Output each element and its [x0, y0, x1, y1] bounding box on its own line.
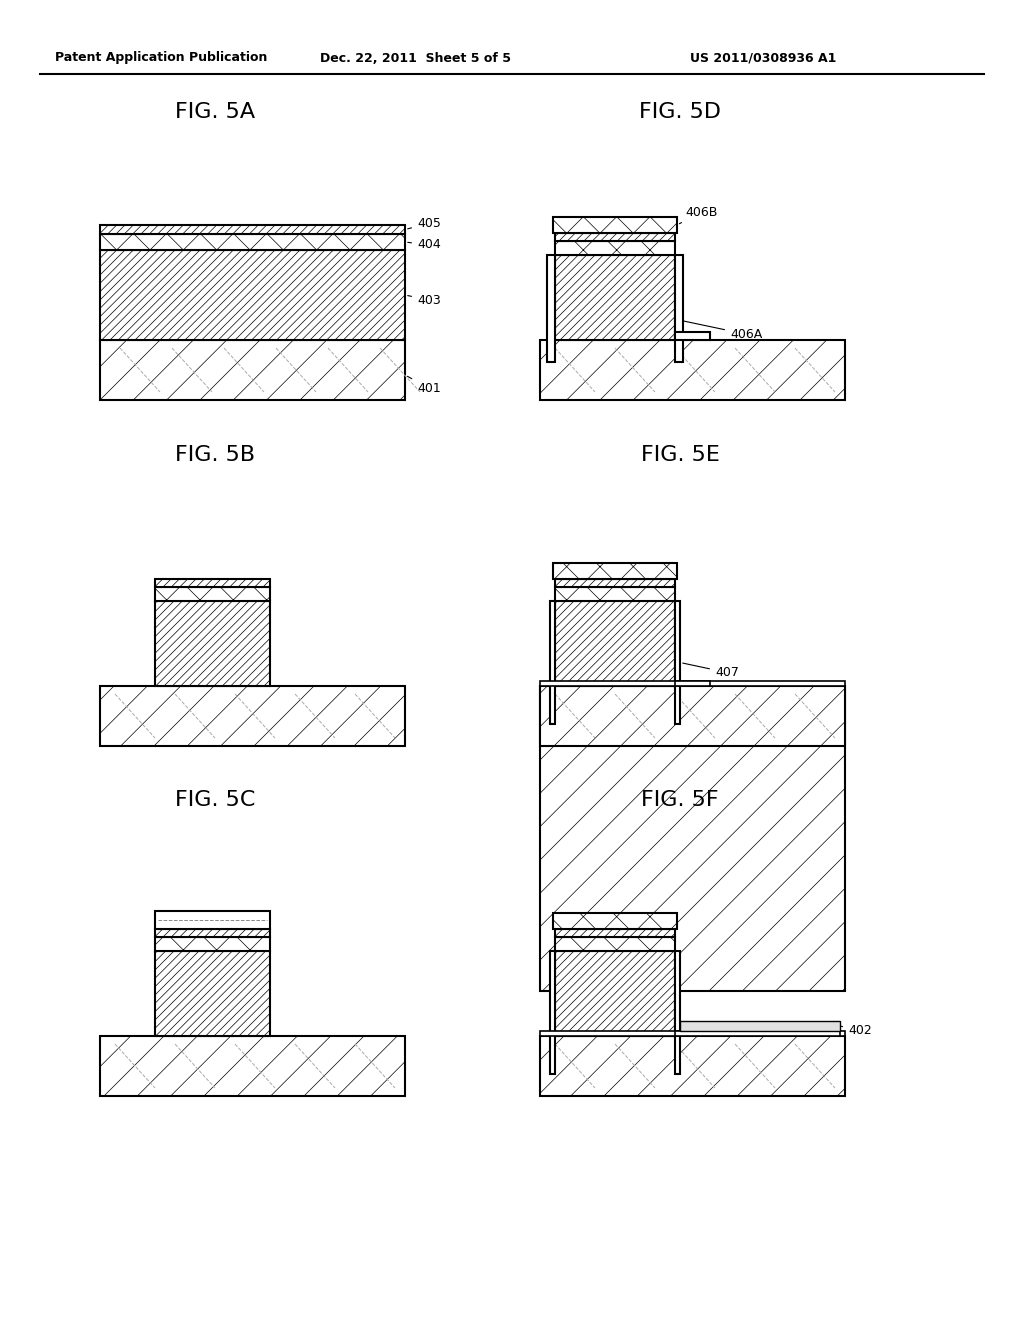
Text: FIG. 5F: FIG. 5F	[641, 789, 719, 810]
Bar	[155, 579, 270, 587]
Bar	[555, 579, 675, 587]
Text: Patent Application Publication: Patent Application Publication	[55, 51, 267, 65]
Bar	[100, 341, 406, 400]
Bar	[553, 216, 677, 234]
Bar	[555, 255, 675, 341]
Text: 404: 404	[408, 239, 440, 252]
Bar	[100, 224, 406, 234]
Text: Dec. 22, 2011  Sheet 5 of 5: Dec. 22, 2011 Sheet 5 of 5	[319, 51, 511, 65]
Text: FIG. 5D: FIG. 5D	[639, 102, 721, 121]
Bar	[540, 341, 845, 400]
Bar	[547, 255, 555, 362]
Text: 406A: 406A	[678, 319, 762, 341]
Text: 402: 402	[840, 1024, 871, 1038]
Text: 405: 405	[408, 216, 441, 230]
Bar	[555, 929, 675, 937]
Bar	[155, 929, 270, 937]
Bar	[553, 564, 677, 579]
Bar	[540, 681, 845, 686]
Text: FIG. 5A: FIG. 5A	[175, 102, 255, 121]
Bar	[540, 686, 845, 991]
Bar	[155, 601, 270, 686]
Text: FIG. 5B: FIG. 5B	[175, 445, 255, 465]
Bar	[550, 950, 555, 1074]
Bar	[550, 601, 555, 723]
Bar	[540, 686, 845, 746]
Bar	[555, 601, 675, 686]
Bar	[155, 911, 270, 929]
Bar	[553, 913, 677, 929]
Text: FIG. 5C: FIG. 5C	[175, 789, 255, 810]
Bar	[100, 686, 406, 746]
Bar	[680, 1020, 840, 1031]
Bar	[675, 681, 710, 686]
Bar	[100, 234, 406, 249]
Text: US 2011/0308936 A1: US 2011/0308936 A1	[690, 51, 837, 65]
Bar	[555, 937, 675, 950]
Bar	[100, 1036, 406, 1096]
Bar	[675, 1031, 840, 1036]
Bar	[155, 950, 270, 1036]
Text: 403: 403	[408, 293, 440, 306]
Bar	[555, 950, 675, 1036]
Text: FIG. 5E: FIG. 5E	[641, 445, 720, 465]
Text: 406B: 406B	[680, 206, 718, 223]
Text: 407: 407	[683, 663, 739, 678]
Bar	[100, 249, 406, 341]
Bar	[555, 242, 675, 255]
Bar	[155, 937, 270, 950]
Bar	[675, 950, 680, 1074]
Text: 401: 401	[408, 376, 440, 395]
Bar	[555, 234, 675, 242]
Bar	[555, 587, 675, 601]
Bar	[540, 1031, 845, 1036]
Bar	[675, 333, 710, 341]
Bar	[540, 1036, 845, 1096]
Bar	[675, 601, 680, 723]
Bar	[155, 587, 270, 601]
Bar	[675, 255, 683, 362]
